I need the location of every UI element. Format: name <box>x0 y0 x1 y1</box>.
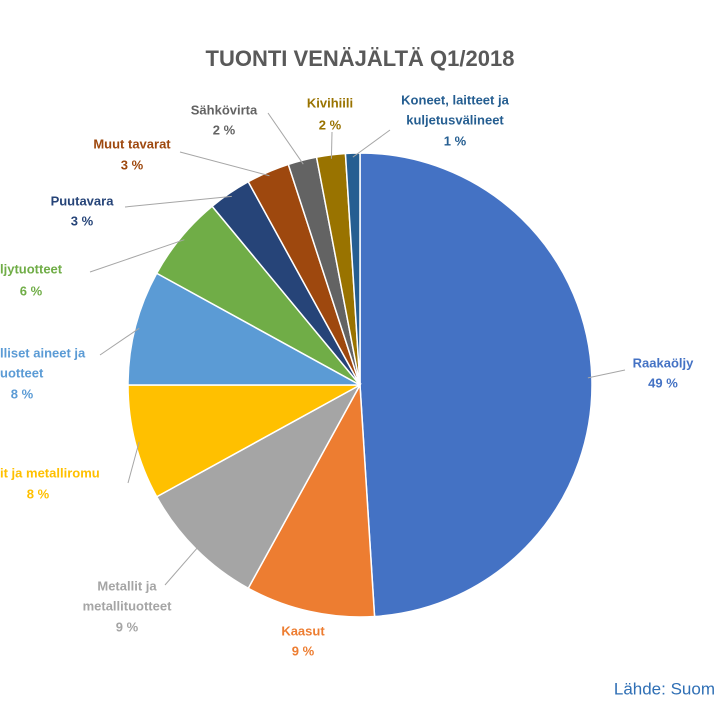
leader-line <box>587 369 626 379</box>
slice-label: Raakaöljy <box>633 355 694 370</box>
leader-line <box>164 545 200 586</box>
pie-slice <box>359 152 593 618</box>
pie-slice <box>127 272 361 386</box>
slice-label: Puutavara <box>51 193 115 208</box>
leader-line <box>352 129 391 158</box>
value-label: 2 % <box>319 117 342 132</box>
slice-label: Muut tavarat <box>93 136 171 151</box>
value-label: 3 % <box>71 213 94 228</box>
value-label: 1 % <box>444 133 467 148</box>
slice-label: Sähkövirta <box>191 102 258 117</box>
value-label: 8 % <box>27 486 50 501</box>
chart-title: TUONTI VENÄJÄLTÄ Q1/2018 <box>206 46 515 71</box>
slice-label: Kaasut <box>281 623 325 638</box>
leader-line <box>127 441 140 484</box>
value-label: 2 % <box>213 122 236 137</box>
value-label: 3 % <box>121 157 144 172</box>
slice-label: kuljetusvälineet <box>406 112 504 127</box>
slice-label: Kivihiili <box>307 95 353 110</box>
leader-line <box>179 151 270 177</box>
leader-line <box>99 327 140 356</box>
slice-label: ljytuotteet <box>0 261 63 276</box>
pie-slice <box>344 152 361 386</box>
leader-line <box>267 112 304 165</box>
source: Lähde: Suom <box>614 679 715 698</box>
value-label: 6 % <box>20 283 43 298</box>
leader-line <box>330 131 333 159</box>
leader-line <box>124 195 232 208</box>
slice-label: Metallit ja <box>97 578 157 593</box>
slice-label: uotteet <box>0 365 44 380</box>
value-label: 8 % <box>11 386 34 401</box>
slice-label: it ja metalliromu <box>0 465 100 480</box>
slice-label: Koneet, laitteet ja <box>401 92 509 107</box>
value-label: 9 % <box>292 643 315 658</box>
leader-line <box>89 239 185 273</box>
value-label: 49 % <box>648 375 678 390</box>
slice-label: metallituotteet <box>83 598 173 613</box>
pie-slice <box>127 384 361 498</box>
pie-slice <box>247 382 376 618</box>
value-label: 9 % <box>116 619 139 634</box>
slice-label: lliset aineet ja <box>0 345 86 360</box>
